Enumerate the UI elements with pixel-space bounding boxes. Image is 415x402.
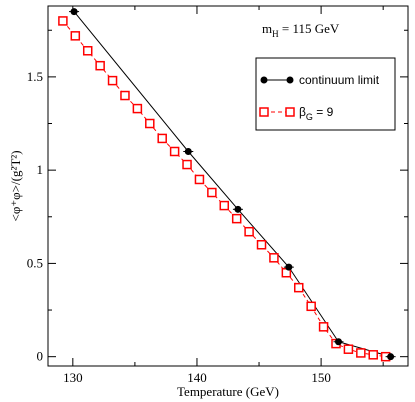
- point-beta: [157, 133, 167, 144]
- mass-annotation: mH = 115 GeV: [262, 21, 340, 39]
- x-axis-label: Temperature (GeV): [177, 384, 279, 399]
- legend-label-continuum: continuum limit: [299, 73, 380, 87]
- legend-label-beta: βG = 9: [299, 105, 334, 122]
- y-tick-label: 0: [37, 349, 44, 364]
- y-tick-label: 1.5: [27, 69, 43, 84]
- series-markers: [58, 8, 396, 362]
- point-beta: [318, 322, 329, 332]
- x-tick-label: 140: [187, 370, 207, 385]
- point-beta: [356, 348, 366, 358]
- point-beta: [306, 301, 316, 312]
- axis-ticks: 130 140 150 0 0.5 1 1.5: [27, 6, 408, 385]
- point-beta: [107, 75, 118, 86]
- point-beta: [294, 282, 304, 293]
- point-beta: [82, 46, 93, 56]
- point-beta: [368, 350, 378, 360]
- point-beta: [120, 90, 130, 101]
- legend-marker-continuum-left: [260, 76, 268, 84]
- point-beta: [256, 240, 267, 250]
- legend: continuum limit βG = 9: [255, 57, 396, 131]
- point-beta: [194, 174, 205, 185]
- point-beta: [219, 200, 230, 211]
- y-tick-label: 1: [37, 162, 44, 177]
- point-beta: [269, 253, 279, 263]
- y-tick-label: 0.5: [27, 255, 43, 270]
- point-beta: [207, 187, 217, 198]
- point-beta: [343, 344, 354, 354]
- point-continuum: [184, 147, 192, 155]
- series-line-continuum: [73, 11, 391, 358]
- point-beta: [70, 31, 81, 41]
- point-beta: [132, 103, 143, 114]
- point-beta: [182, 159, 192, 170]
- point-beta: [145, 118, 155, 129]
- legend-marker-beta-left: [259, 107, 269, 117]
- x-tick-label: 150: [311, 370, 331, 385]
- point-continuum: [234, 205, 242, 213]
- point-beta: [95, 60, 105, 71]
- legend-marker-beta-right: [285, 107, 295, 117]
- point-continuum: [387, 353, 395, 361]
- y-axis-label: <φ⁺φ>/(g²T²): [8, 150, 23, 221]
- legend-box: [255, 57, 396, 131]
- point-beta: [169, 146, 180, 157]
- point-beta: [58, 16, 68, 26]
- legend-marker-continuum-right: [286, 76, 294, 84]
- point-continuum: [70, 8, 78, 16]
- x-tick-label: 130: [63, 370, 83, 385]
- point-continuum: [285, 263, 293, 271]
- point-beta: [231, 213, 242, 224]
- point-continuum: [334, 338, 342, 346]
- point-beta: [244, 226, 254, 237]
